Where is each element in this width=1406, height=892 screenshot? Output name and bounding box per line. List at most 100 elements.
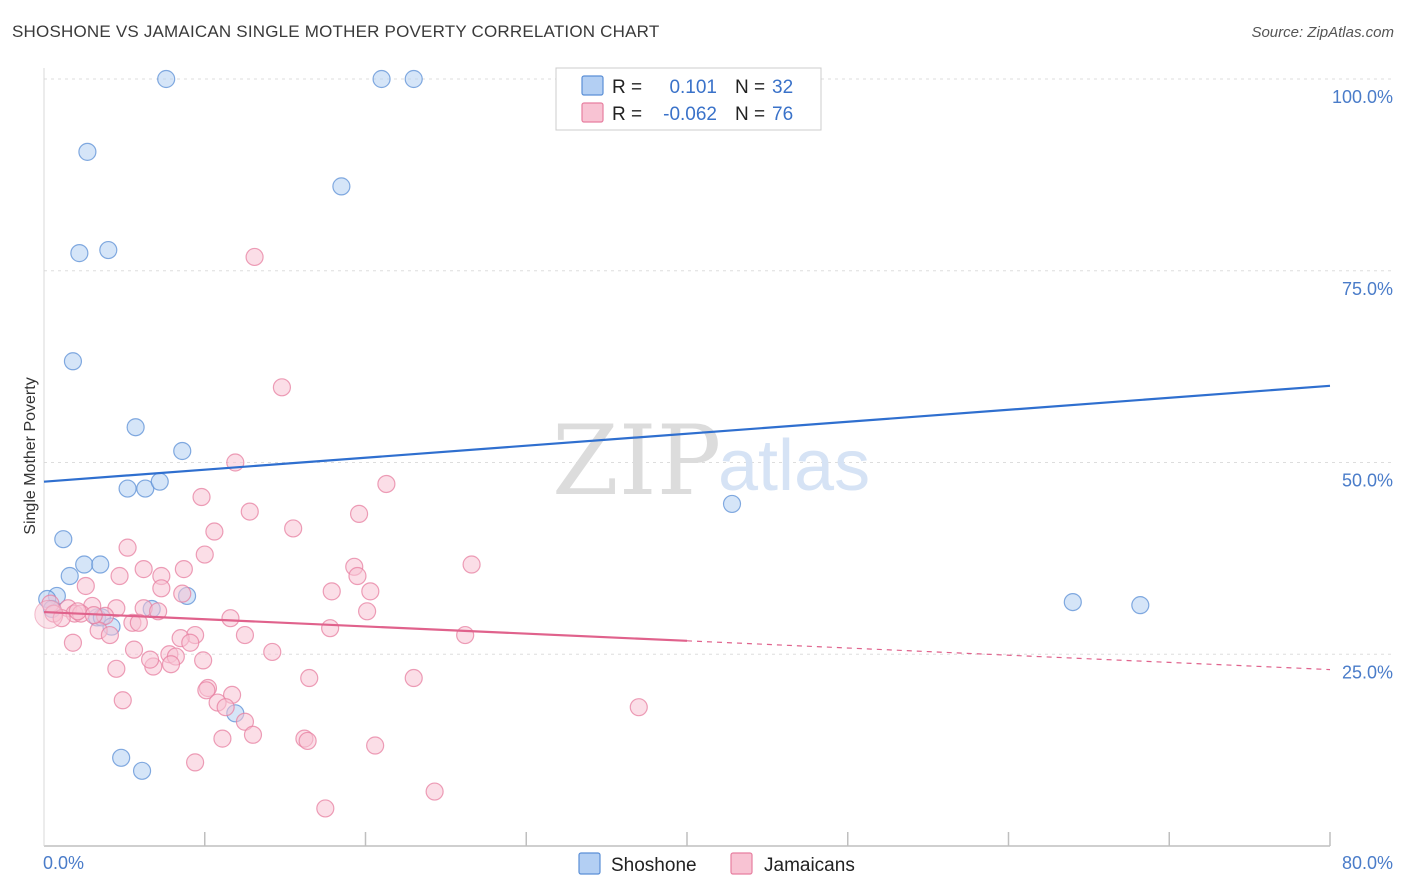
shoshone-point-11 — [136, 479, 155, 498]
y-tick-label-3: 25.0% — [1342, 662, 1393, 682]
watermark-zip: ZIP — [552, 405, 721, 517]
shoshone-point-30 — [132, 761, 152, 780]
jamaicans-point-13 — [174, 560, 193, 579]
y-tick-label-2: 50.0% — [1342, 471, 1393, 491]
jamaicans-point-11 — [195, 545, 214, 564]
jamaicans-point-5 — [240, 502, 259, 521]
shoshone-point-15 — [75, 555, 94, 574]
jamaicans-point-63 — [235, 712, 255, 731]
shoshone-point-1 — [372, 69, 391, 89]
jamaicans-point-72 — [68, 602, 87, 621]
legend-n-value-2: 76 — [772, 104, 793, 125]
jamaicans-point-57 — [197, 681, 216, 700]
y-tick-label-0: 100.0% — [1332, 87, 1393, 107]
legend-r-label-1: R = — [612, 77, 642, 98]
shoshone-trend-line — [43, 384, 1331, 483]
bottom-legend-shoshone: Shoshone — [611, 855, 697, 876]
shoshone-point-12 — [150, 472, 169, 491]
shoshone-point-4 — [332, 177, 351, 196]
jamaicans-point-69 — [425, 782, 444, 801]
series-legend: Shoshone Jamaicans — [578, 852, 855, 876]
x-tick-label-min: 0.0% — [43, 853, 84, 873]
source-label: Source: ZipAtlas.com — [1251, 24, 1394, 41]
jamaicans-point-46 — [181, 633, 200, 652]
jamaicans-point-7 — [284, 519, 303, 538]
jamaicans-point-18 — [76, 576, 95, 596]
shoshone-point-26 — [1063, 592, 1082, 612]
jamaicans-point-34 — [221, 609, 240, 628]
legend-r-value-1: 0.101 — [669, 77, 717, 98]
shoshone-point-27 — [1131, 596, 1150, 615]
bottom-legend-jamaicans: Jamaicans — [764, 855, 855, 876]
legend-n-label-1: N = — [735, 77, 765, 98]
legend-swatch-jamaicans — [581, 102, 604, 123]
jamaicans-point-3 — [377, 474, 396, 494]
jamaicans-point-64 — [213, 729, 232, 748]
jamaicans-point-9 — [118, 538, 137, 557]
jamaicans-point-38 — [321, 619, 340, 638]
jamaicans-point-19 — [152, 579, 171, 598]
jamaicans-point-28 — [149, 602, 168, 621]
jamaicans-point-74 — [140, 650, 160, 669]
shoshone-point-2 — [404, 69, 423, 89]
legend-swatch-shoshone — [581, 75, 604, 96]
x-tick-marks — [204, 832, 1331, 846]
chart-title: SHOSHONE VS JAMAICAN SINGLE MOTHER POVER… — [12, 22, 660, 41]
jamaicans-point-70 — [316, 799, 335, 818]
legend-n-value-1: 32 — [772, 77, 793, 98]
shoshone-point-17 — [60, 566, 79, 586]
jamaicans-point-22 — [173, 584, 192, 603]
jamaicans-trend-line — [43, 610, 688, 642]
jamaicans-point-59 — [113, 691, 132, 710]
shoshone-point-10 — [118, 479, 137, 498]
y-tick-labels: 100.0% 75.0% 50.0% 25.0% — [1332, 87, 1393, 682]
bottom-legend-swatch-shoshone — [578, 852, 601, 875]
jamaicans-trend-line-extension — [686, 640, 1331, 671]
shoshone-point-13 — [722, 494, 742, 514]
jamaicans-point-21 — [361, 582, 380, 601]
watermark-atlas: atlas — [718, 426, 870, 506]
jamaicans-point-73 — [194, 651, 213, 670]
jamaicans-point-61 — [216, 698, 235, 717]
jamaicans-point-53 — [107, 659, 126, 678]
jamaicans-point-4 — [192, 487, 211, 507]
legend-r-label-2: R = — [612, 104, 642, 125]
jamaicans-point-42 — [235, 625, 255, 645]
x-tick-label-max: 80.0% — [1342, 853, 1393, 873]
shoshone-point-5 — [70, 244, 89, 263]
correlation-legend: R = 0.101 N = 32 R = -0.062 N = 76 — [555, 67, 822, 131]
jamaicans-point-62 — [629, 698, 648, 717]
grid-lines — [44, 78, 1392, 655]
jamaicans-point-51 — [161, 655, 181, 674]
jamaicans-point-66 — [298, 731, 317, 751]
shoshone-point-16 — [91, 555, 110, 574]
jamaicans-point-29 — [358, 602, 377, 621]
jamaicans-point-44 — [63, 633, 83, 652]
jamaicans-point-1 — [272, 378, 292, 397]
shoshone-point-6 — [99, 240, 118, 260]
y-tick-label-1: 75.0% — [1342, 279, 1393, 299]
shoshone-point-0 — [157, 69, 176, 89]
jamaicans-point-67 — [366, 736, 385, 755]
shoshone-point-8 — [126, 418, 145, 437]
jamaicans-point-15 — [110, 566, 129, 586]
jamaicans-point-8 — [205, 522, 224, 541]
jamaicans-point-10 — [462, 555, 481, 574]
jamaicans-point-20 — [322, 582, 341, 601]
jamaicans-point-12 — [134, 560, 153, 579]
jamaicans-point-54 — [300, 668, 319, 688]
shoshone-point-14 — [54, 530, 73, 549]
jamaicans-point-0 — [245, 247, 264, 267]
jamaicans-point-48 — [263, 642, 282, 662]
jamaicans-point-71 — [243, 725, 263, 744]
trend-lines — [43, 384, 1331, 671]
jamaicans-point-6 — [349, 504, 369, 523]
jamaicans-point-47 — [124, 640, 144, 659]
y-axis-label: Single Mother Poverty — [22, 377, 39, 534]
jamaicans-point-40 — [100, 625, 120, 645]
legend-n-label-2: N = — [735, 104, 765, 125]
legend-r-value-2: -0.062 — [663, 104, 717, 125]
shoshone-point-3 — [78, 142, 97, 161]
jamaicans-point-37 — [129, 613, 148, 632]
